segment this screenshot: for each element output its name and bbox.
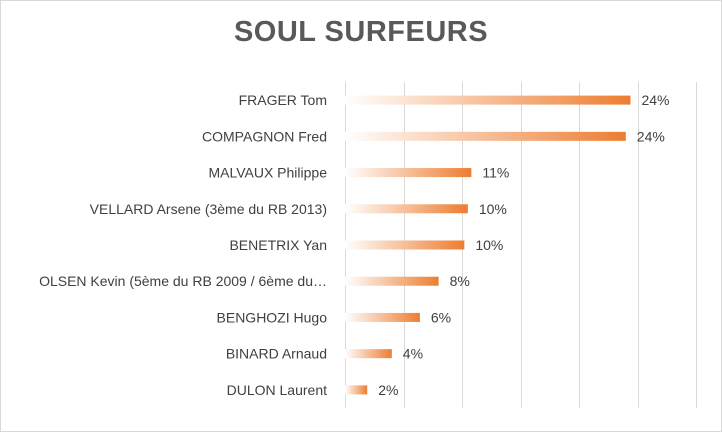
bars [345, 95, 631, 395]
labels: FRAGER Tom 24% COMPAGNON Fred 24% MALVAUX Ph… [39, 92, 669, 398]
category-label: OLSEN Kevin (5ème du RB 2009 / 6ème du… [39, 273, 327, 289]
bar [345, 276, 439, 286]
bar [345, 312, 420, 322]
category-label: COMPAGNON Fred [202, 128, 327, 144]
data-label: 10% [479, 201, 507, 217]
data-label: 8% [450, 273, 470, 289]
data-label: 10% [475, 237, 503, 253]
bar [345, 385, 368, 395]
bar [345, 349, 392, 359]
data-label: 24% [641, 92, 669, 108]
bar [345, 204, 468, 214]
data-label: 4% [403, 346, 423, 362]
data-label: 2% [378, 382, 398, 398]
category-label: BENETRIX Yan [229, 237, 327, 253]
category-label: FRAGER Tom [239, 92, 327, 108]
chart-title: SOUL SURFEURS [233, 16, 489, 48]
bar [345, 95, 631, 105]
category-label: BINARD Arnaud [226, 346, 327, 362]
category-label: BENGHOZI Hugo [217, 309, 328, 325]
category-label: VELLARD Arsene (3ème du RB 2013) [90, 201, 327, 217]
data-label: 24% [637, 128, 665, 144]
data-label: 11% [482, 165, 509, 181]
category-label: DULON Laurent [227, 382, 327, 398]
category-label: MALVAUX Philippe [208, 165, 327, 181]
data-label: 6% [431, 309, 451, 325]
bar [345, 240, 465, 250]
bar [345, 168, 472, 178]
bar [345, 131, 626, 141]
